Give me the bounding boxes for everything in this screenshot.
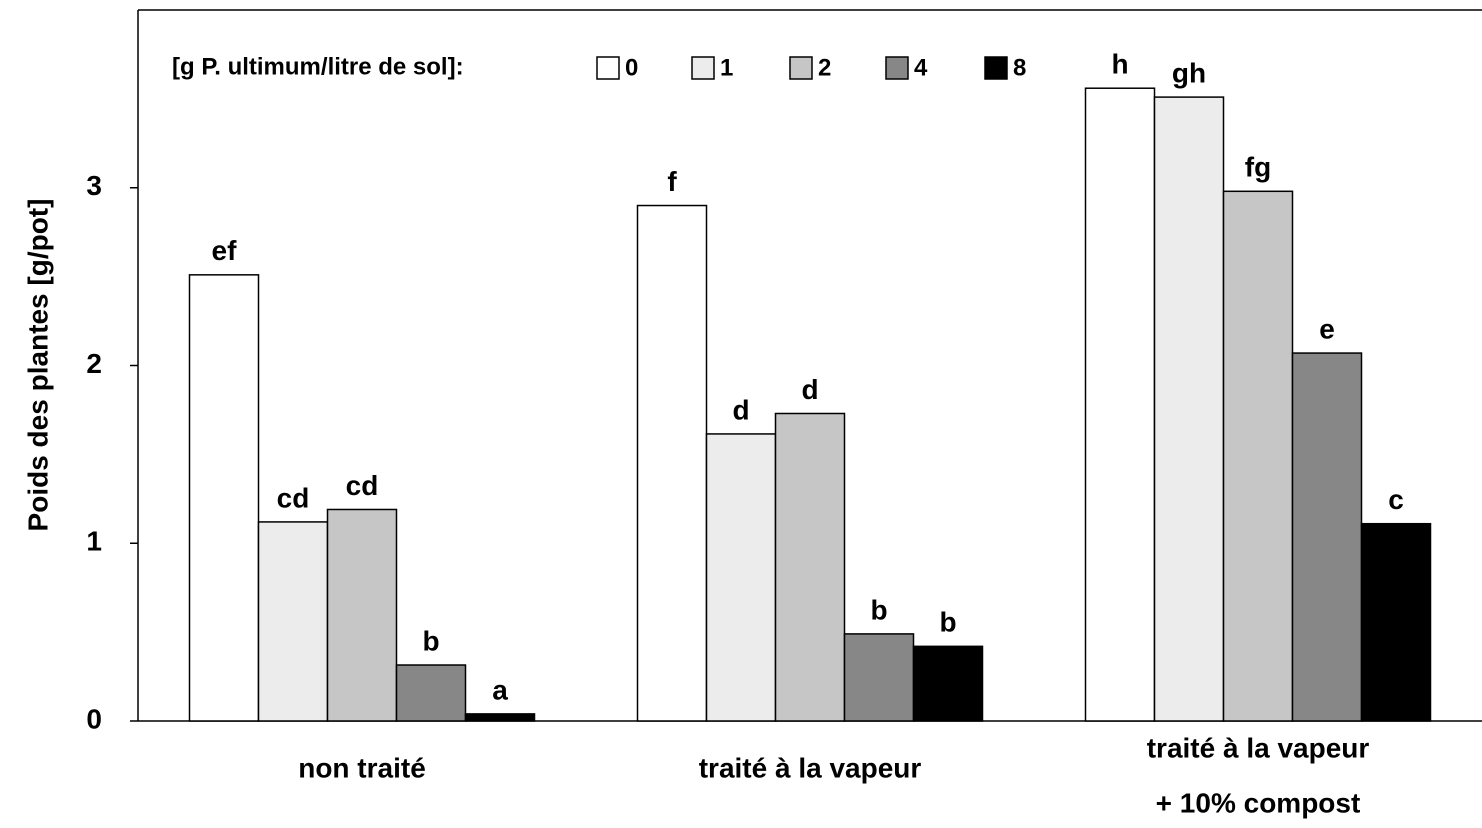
y-axis-label: Poids des plantes [g/pot] (22, 199, 53, 532)
x-tick-label: + 10% compost (1156, 787, 1361, 818)
legend-swatch (596, 56, 620, 80)
bar-annotation: c (1388, 484, 1404, 515)
bar-annotation: b (939, 607, 956, 638)
bar-annotation: gh (1172, 57, 1206, 88)
bar (1084, 87, 1156, 722)
bar (1153, 96, 1225, 722)
x-tick-label: traité à la vapeur (1147, 732, 1370, 763)
bar-annotation: b (422, 625, 439, 656)
legend-swatch (691, 56, 715, 80)
bar-annotation: fg (1245, 152, 1271, 183)
bar (188, 274, 260, 722)
bar-annotation: f (667, 166, 677, 197)
legend-swatch (789, 56, 813, 80)
bar-annotation: cd (346, 470, 379, 501)
bar-annotation: d (801, 374, 818, 405)
legend-label: 0 (625, 54, 638, 81)
bar (326, 508, 398, 722)
legend-label: 1 (720, 54, 733, 81)
bar (1291, 352, 1363, 722)
y-tick-label: 0 (86, 703, 102, 734)
bar (257, 521, 329, 722)
y-tick-label: 2 (86, 348, 102, 379)
bar (1222, 190, 1294, 722)
legend-title: [g P. ultimum/litre de sol]: (172, 53, 464, 80)
legend-label: 2 (818, 54, 831, 81)
bar (464, 713, 536, 722)
bar-annotation: b (870, 594, 887, 625)
bar (705, 433, 777, 722)
legend-swatch (885, 56, 909, 80)
bar (1360, 522, 1432, 722)
bar (395, 664, 467, 722)
bar (912, 645, 984, 722)
legend-label: 8 (1013, 54, 1026, 81)
bar (843, 633, 915, 722)
bar-annotation: h (1111, 49, 1128, 80)
legend-swatch (984, 56, 1008, 80)
bar-annotation: cd (277, 482, 310, 513)
bar (774, 412, 846, 722)
y-tick-label: 1 (86, 526, 102, 557)
legend-label: 4 (914, 54, 928, 81)
bar-annotation: ef (212, 235, 238, 266)
bar-annotation: a (492, 674, 508, 705)
bar-annotation: e (1319, 313, 1335, 344)
x-tick-label: non traité (298, 752, 426, 783)
x-tick-label: traité à la vapeur (699, 752, 922, 783)
y-tick-label: 3 (86, 170, 102, 201)
bar-annotation: d (732, 394, 749, 425)
bar (636, 204, 708, 722)
